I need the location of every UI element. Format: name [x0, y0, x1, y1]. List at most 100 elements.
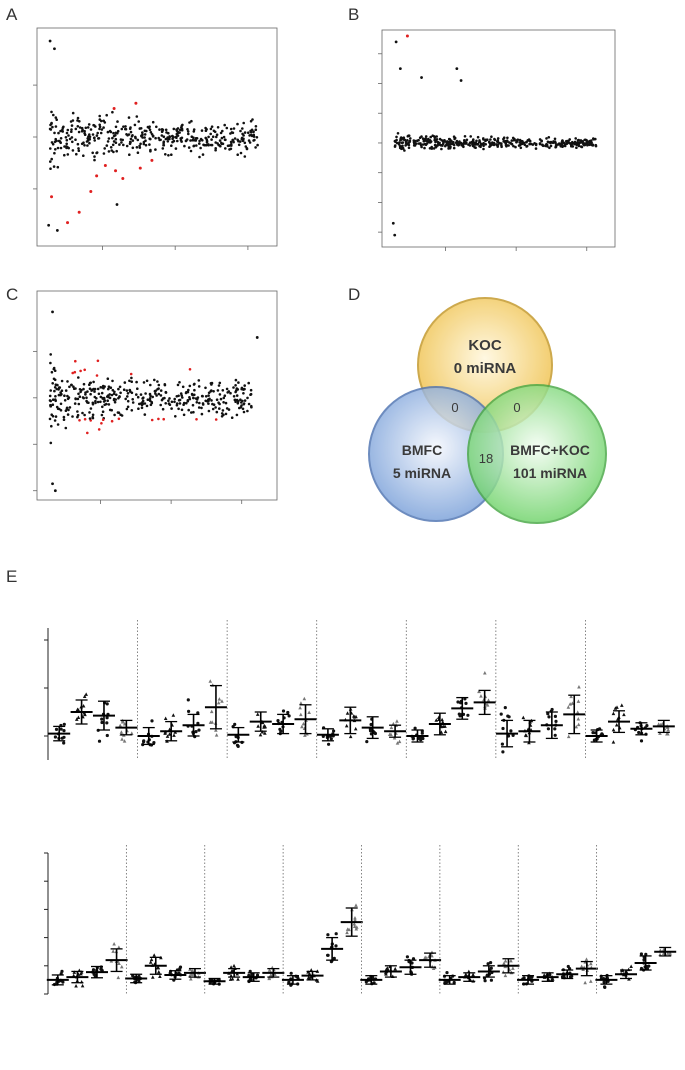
data-point	[544, 144, 547, 148]
data-point	[57, 393, 61, 397]
data-point	[83, 144, 86, 147]
data-point	[98, 123, 101, 127]
data-point	[577, 142, 580, 146]
data-point	[200, 129, 204, 132]
data-point	[546, 145, 549, 148]
sample-point	[229, 965, 233, 969]
data-point	[241, 407, 245, 411]
sample-point	[615, 705, 619, 709]
sample-point	[156, 970, 161, 974]
data-point	[178, 131, 181, 134]
sample-point	[456, 700, 460, 704]
sample-point	[666, 732, 670, 736]
sample-point	[186, 698, 190, 702]
data-point	[159, 394, 163, 397]
data-point	[175, 128, 178, 131]
data-point	[88, 383, 91, 387]
sample-point	[62, 741, 66, 745]
data-point	[153, 378, 156, 382]
sample-point	[118, 723, 123, 727]
data-point	[208, 397, 211, 401]
data-point	[149, 137, 152, 141]
sample-point	[575, 710, 580, 714]
data-point	[56, 165, 60, 169]
sample-point	[431, 966, 436, 971]
data-point	[144, 139, 147, 142]
data-point	[519, 146, 523, 150]
data-point	[496, 139, 500, 142]
data-point	[408, 140, 411, 144]
data-point	[511, 136, 515, 140]
data-point	[148, 128, 152, 132]
data-point	[49, 441, 53, 445]
data-point	[157, 136, 160, 140]
sample-point	[524, 733, 529, 738]
data-point	[60, 389, 64, 393]
data-point	[549, 141, 552, 145]
data-point	[106, 399, 109, 403]
data-point	[150, 401, 154, 405]
data-point	[60, 379, 64, 383]
data-point	[506, 140, 509, 143]
data-point	[131, 134, 134, 137]
data-point	[149, 150, 152, 153]
data-point	[401, 144, 404, 148]
data-point	[167, 154, 170, 157]
data-point	[149, 383, 152, 387]
data-point	[490, 135, 493, 138]
sample-point	[486, 962, 490, 966]
data-point	[114, 141, 118, 144]
data-point	[219, 131, 223, 135]
sample-point	[554, 719, 558, 724]
data-point	[590, 139, 593, 142]
relative-expression-row-1	[44, 620, 675, 760]
data-point	[460, 141, 463, 145]
data-point	[246, 396, 249, 400]
panel-label-b: B	[348, 5, 359, 24]
data-point	[195, 418, 198, 421]
ma-plot-b	[378, 29, 616, 251]
data-point	[510, 139, 514, 142]
outlier-point	[47, 223, 51, 227]
data-point	[54, 399, 57, 403]
sample-point	[511, 966, 515, 970]
sample-point	[152, 741, 156, 745]
data-point	[70, 383, 73, 387]
data-point	[78, 419, 81, 422]
data-point	[84, 391, 87, 394]
sample-point	[80, 983, 85, 988]
data-point	[455, 139, 459, 143]
data-point	[50, 141, 54, 144]
data-point	[211, 402, 214, 406]
data-point	[207, 402, 210, 405]
sample-point	[352, 715, 357, 719]
sample-point	[489, 978, 493, 982]
data-point	[48, 394, 52, 398]
data-point	[113, 413, 116, 417]
data-point	[63, 153, 66, 157]
sample-point	[119, 964, 124, 969]
data-point	[214, 148, 217, 152]
data-point	[223, 123, 226, 127]
data-point	[131, 398, 134, 401]
sample-point	[553, 733, 557, 737]
data-point	[65, 131, 69, 135]
data-point	[56, 407, 60, 411]
data-point	[142, 381, 146, 384]
sample-point	[579, 964, 584, 969]
data-point	[64, 136, 68, 139]
data-point	[83, 132, 86, 135]
data-point	[71, 415, 74, 418]
sample-point	[477, 689, 481, 694]
sample-point	[644, 952, 648, 956]
sample-point	[471, 972, 475, 977]
data-point	[154, 136, 157, 140]
data-point	[75, 152, 78, 156]
sample-point	[194, 730, 198, 734]
data-point	[433, 136, 437, 140]
data-point	[417, 142, 421, 145]
data-point	[197, 379, 201, 382]
sample-point	[509, 729, 513, 733]
data-point	[74, 138, 77, 141]
data-point	[107, 150, 111, 153]
